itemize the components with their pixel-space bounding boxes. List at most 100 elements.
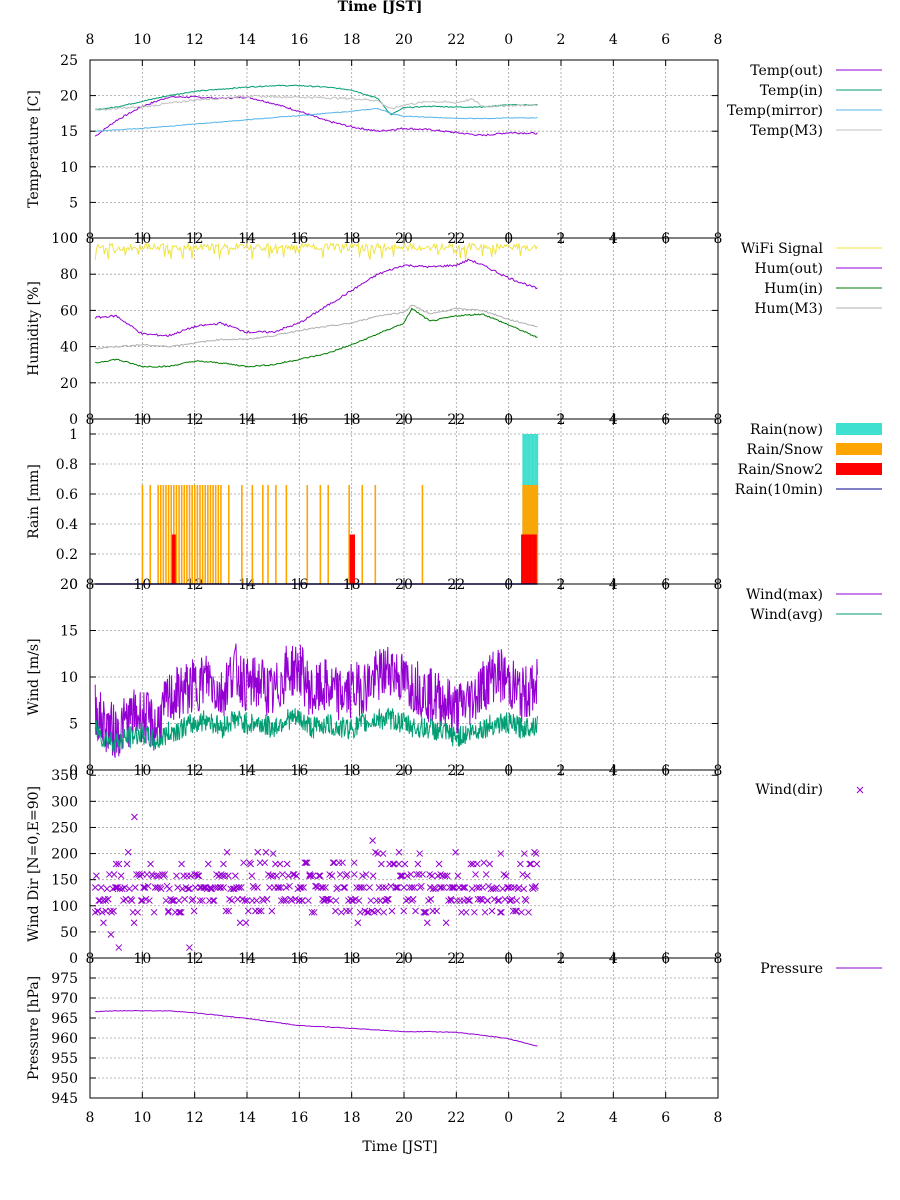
y-tick-label: 50 [60,925,78,941]
x-tick-label-top: 14 [238,32,256,48]
scatter-point [138,871,146,878]
scatter-point [355,897,363,904]
scatter-point [299,897,306,904]
scatter-point [98,908,106,916]
legend-label: Temp(mirror) [727,103,823,119]
scatter-point [177,908,185,916]
scatter-point [359,872,366,880]
scatter-point [505,884,512,891]
scatter-point [332,907,339,915]
scatter-point [220,860,227,868]
bar-rain-snow [165,485,167,584]
scatter-point [175,908,183,916]
scatter-point [352,895,359,903]
scatter-point [207,885,214,893]
scatter-point [186,885,193,893]
scatter-point [532,882,539,890]
scatter-point [131,813,138,821]
scatter-point [147,860,154,868]
y-tick-label: 15 [60,124,78,140]
bar-rain-snow [306,485,309,584]
bar-rain-snow [262,485,264,584]
series-line-temp-out- [94,95,538,137]
y-tick-label: 0.6 [56,487,78,503]
x-tick-label: 14 [238,1110,256,1126]
series-line-temp-in- [95,84,538,116]
scatter-point [483,897,491,904]
scatter-point [521,850,528,857]
scatter-point [111,884,119,891]
bar-rain-snow [199,485,201,584]
bar-rain-snow2 [350,534,355,584]
legend-swatch [836,463,882,475]
scatter-point [379,884,386,891]
scatter-point [113,884,120,891]
scatter-point [516,860,524,868]
scatter-point [339,859,346,867]
y-tick-label: 0 [69,231,78,247]
plot-area [94,643,538,758]
scatter-point [220,884,227,891]
scatter-point [117,872,125,880]
scatter-point [176,908,184,916]
scatter-point [161,871,169,878]
scatter-point [200,884,207,891]
chart-title: Time [JST] [337,0,423,15]
plot-area [94,84,538,137]
scatter-point [241,897,249,904]
y-tick-label: 20 [60,577,78,593]
scatter-point [448,884,456,891]
scatter-point [153,872,160,880]
scatter-point [459,884,466,891]
scatter-point [443,872,451,880]
scatter-point [465,897,472,904]
scatter-point [275,884,283,891]
scatter-point [350,859,358,867]
scatter-point [102,907,110,915]
scatter-point [236,919,244,927]
bar-rain-snow [285,485,288,584]
scatter-point [126,885,133,893]
scatter-point [480,859,488,867]
scatter-point [327,897,335,904]
y-tick-label: 200 [51,847,78,863]
scatter-point [462,908,470,916]
x-tick-label: 16 [290,1110,308,1126]
scatter-point [289,871,297,878]
scatter-point [195,872,203,880]
scatter-point [441,872,449,880]
scatter-point [107,931,115,938]
scatter-point [435,860,443,868]
scatter-point [169,897,177,904]
legend-label: Temp(out) [750,63,823,79]
scatter-point [440,884,448,891]
bar-rain-snow [204,485,207,584]
y-tick-label: 5 [69,195,78,211]
bar-rain-snow2 [521,534,526,584]
scatter-point [504,884,511,891]
scatter-point [451,884,458,891]
scatter-point [276,860,284,868]
scatter-point [395,848,403,856]
y-tick-label: 955 [51,1051,78,1067]
scatter-point [154,884,161,891]
scatter-point [496,908,504,916]
scatter-point [268,907,276,915]
y-tick-label: 1 [69,427,78,443]
bar-rain-snow [275,485,277,584]
scatter-point [387,882,395,890]
y-tick-label: 0 [69,412,78,428]
scatter-point [518,908,525,916]
scatter-point [248,872,256,880]
scatter-point [413,871,421,878]
scatter-point [403,872,411,880]
scatter-point [122,895,130,903]
scatter-point [346,907,353,915]
scatter-point [282,897,290,904]
scatter-point [308,908,316,916]
scatter-point [467,860,475,868]
scatter-point [519,871,527,878]
